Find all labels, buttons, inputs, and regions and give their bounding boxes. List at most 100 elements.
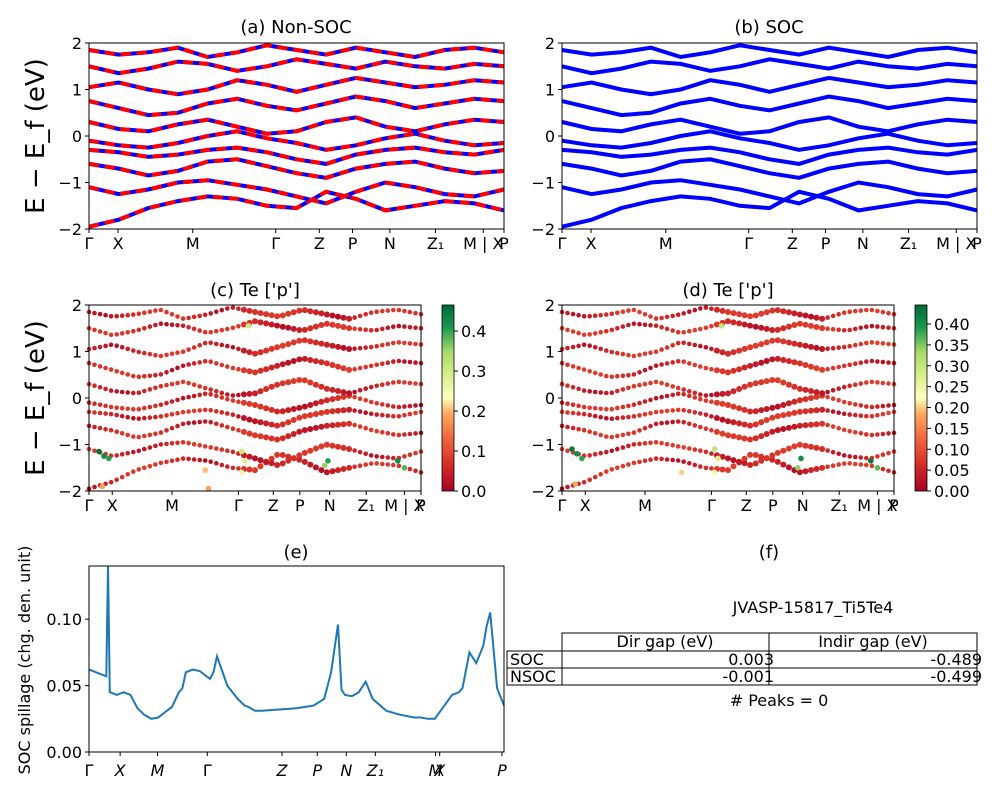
projection-dot [785,445,792,452]
projection-dot [880,380,886,386]
projection-dot [202,444,208,449]
projection-dot [659,315,664,321]
projection-dot [858,381,864,386]
projection-dot [886,403,891,408]
projection-dot [125,312,130,318]
projection-dot [785,381,792,388]
projection-dot-high [718,323,725,329]
projection-dot [725,455,731,462]
projection-dot [169,425,175,431]
projection-dot [396,463,402,469]
projection-dot [125,414,130,420]
projection-dot [274,422,281,429]
projection-dot [153,372,158,378]
band-line [561,178,978,206]
projection-dot-high [325,458,331,464]
projection-dot [875,404,880,409]
projection-dot [340,344,347,351]
projection-dot [391,380,396,385]
projection-dot [296,456,303,463]
projection-dot [853,308,858,314]
panel-a-y-ticks: 2 1 0 −1 −2 [58,34,89,239]
projection-dot [363,398,369,403]
projection-dot [323,422,330,429]
projection-dot [158,460,164,466]
projection-dot [637,428,642,433]
projection-dot [186,420,191,426]
projection-dot [642,312,648,317]
projection-dot [119,405,125,411]
projection-dot [108,342,114,348]
projection-dot [736,386,743,392]
projection-dot [774,326,781,333]
projection-dot-high [711,446,718,452]
projection-dot [236,306,241,312]
projection-dot [719,400,726,407]
projection-dot [125,390,130,395]
projection-dot [659,325,664,330]
projection-dot [169,381,175,387]
projection-dot [830,365,836,371]
projection-dot [335,363,341,370]
projection-dot [858,308,864,313]
panel-e-ylabel: SOC spillage (chg. den. unit) [15,546,34,775]
projection-dot [631,307,637,313]
projection-dot [197,408,202,413]
projection-dot [698,326,703,332]
projection-dot [186,380,191,386]
projection-dot [675,458,681,463]
projection-dot [323,320,330,327]
projection-dot [752,460,759,467]
projection-dot-high [238,448,245,455]
projection-dot [681,419,686,425]
projection-dot [363,386,369,392]
y-tick-label: −2 [531,482,555,501]
x-tick-label: Z₁ [366,761,384,780]
projection-dot [830,449,836,455]
projection-dot [847,412,852,417]
projection-dot [114,313,119,319]
projection-dot [847,309,852,315]
projection-dot [263,311,270,318]
projection-dot [335,421,341,428]
projection-dot [329,362,336,368]
band-line [561,129,978,152]
projection-dot [274,436,281,443]
projection-dot [785,411,792,417]
projection-dot [374,412,380,417]
projection-dot [274,344,281,351]
projection-dot [413,410,418,416]
projection-dot [819,406,826,413]
projection-dot [225,448,230,454]
projection-dot [279,361,286,368]
projection-dot [142,465,147,471]
projection-dot [252,418,258,425]
projection-dot [363,345,369,350]
projection-dot [407,324,413,330]
projection-dot [125,346,130,352]
projection-dot [698,364,703,369]
projection-dot [108,427,114,433]
projection-dot [197,343,202,348]
projection-dot [841,363,847,369]
projection-dot [819,420,826,427]
projection-dot [858,403,864,408]
projection-dot [752,323,759,330]
projection-dot [402,380,407,385]
projection-dot [380,461,385,467]
projection-dot [197,392,202,398]
projection-dot [186,362,191,367]
projection-dot [208,445,213,450]
projection-dot [407,380,413,386]
projection-dot [703,393,709,398]
projection-dot [180,395,186,401]
projection-dot [841,344,847,350]
projection-dot [703,412,709,418]
projection-dot [268,383,275,390]
x-tick-label: N [324,496,336,515]
projection-dot [214,409,219,414]
band-line [561,115,978,136]
projection-dot [296,377,303,383]
projection-dot [214,461,219,466]
projection-dot [692,410,698,415]
